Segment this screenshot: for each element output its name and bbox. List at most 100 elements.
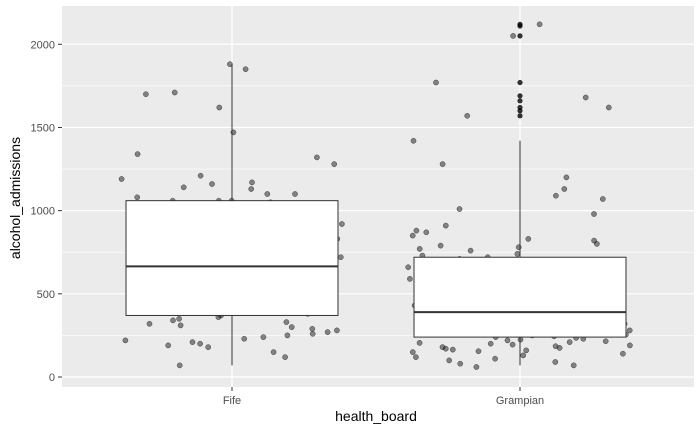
data-point bbox=[514, 251, 521, 257]
data-point bbox=[118, 176, 125, 182]
outlier-point bbox=[517, 21, 523, 27]
data-point bbox=[309, 330, 316, 337]
data-point bbox=[591, 211, 597, 217]
data-point bbox=[282, 354, 288, 360]
data-point bbox=[525, 236, 532, 242]
data-point bbox=[241, 335, 248, 342]
data-point bbox=[509, 341, 516, 348]
data-point bbox=[146, 320, 153, 327]
data-point bbox=[270, 349, 277, 355]
outlier-points bbox=[517, 21, 523, 119]
data-point bbox=[536, 21, 543, 28]
data-point bbox=[627, 342, 633, 349]
data-point bbox=[165, 342, 172, 349]
data-point bbox=[122, 337, 129, 344]
outlier-point bbox=[517, 113, 523, 119]
data-point bbox=[260, 334, 267, 340]
data-point bbox=[602, 338, 609, 345]
data-point bbox=[410, 137, 417, 144]
data-point bbox=[464, 112, 471, 119]
data-point bbox=[205, 344, 212, 350]
y-tick-label: 2000 bbox=[31, 39, 55, 51]
data-point bbox=[492, 355, 498, 362]
data-point bbox=[309, 325, 316, 332]
data-point bbox=[176, 362, 183, 369]
y-tick-label: 0 bbox=[49, 372, 55, 384]
data-point bbox=[423, 229, 430, 236]
data-point bbox=[134, 151, 141, 157]
outlier-point bbox=[517, 104, 523, 111]
data-point bbox=[449, 346, 456, 353]
data-point bbox=[442, 222, 449, 229]
data-point bbox=[457, 360, 464, 367]
data-point bbox=[171, 89, 178, 96]
data-point bbox=[467, 247, 474, 254]
y-axis: 0 500 1000 1500 2000 bbox=[31, 39, 62, 384]
data-point bbox=[563, 174, 570, 181]
data-point bbox=[561, 186, 568, 192]
data-point bbox=[177, 322, 184, 329]
data-point bbox=[594, 241, 600, 247]
data-point bbox=[553, 192, 559, 199]
data-point bbox=[409, 232, 416, 239]
data-point bbox=[197, 172, 204, 179]
data-point bbox=[456, 206, 463, 212]
data-point bbox=[556, 345, 563, 351]
outlier-point bbox=[517, 98, 523, 104]
data-point bbox=[324, 329, 331, 335]
data-point bbox=[176, 315, 182, 322]
data-point bbox=[242, 66, 249, 73]
data-point bbox=[475, 348, 482, 355]
data-point bbox=[413, 354, 419, 360]
data-point bbox=[487, 340, 494, 347]
data-point bbox=[331, 161, 338, 167]
x-tick-label: Grampian bbox=[496, 395, 544, 407]
x-axis: Fife Grampian bbox=[223, 387, 544, 407]
data-point bbox=[409, 349, 416, 355]
data-point bbox=[413, 227, 420, 234]
data-point bbox=[416, 246, 423, 252]
data-point bbox=[552, 359, 559, 365]
data-point bbox=[626, 327, 633, 334]
data-point bbox=[216, 104, 223, 111]
data-point bbox=[288, 324, 295, 330]
data-point bbox=[189, 339, 196, 345]
x-tick-label: Fife bbox=[223, 395, 241, 407]
data-point bbox=[416, 340, 423, 346]
data-point bbox=[283, 319, 290, 325]
data-point bbox=[523, 347, 530, 354]
data-point bbox=[248, 186, 255, 192]
x-axis-title: health_board bbox=[335, 408, 417, 424]
data-point bbox=[264, 191, 271, 197]
y-tick-label: 1500 bbox=[31, 122, 55, 134]
data-point bbox=[170, 317, 176, 324]
data-point bbox=[284, 332, 291, 339]
box-iqr bbox=[413, 256, 627, 338]
data-point bbox=[582, 94, 589, 101]
data-point bbox=[227, 61, 233, 68]
data-point bbox=[337, 254, 344, 261]
box-iqr bbox=[125, 200, 339, 316]
outlier-point bbox=[517, 33, 523, 39]
data-point bbox=[620, 350, 626, 357]
data-point bbox=[446, 357, 453, 364]
data-point bbox=[180, 184, 187, 191]
y-tick-label: 500 bbox=[37, 289, 55, 301]
boxes bbox=[125, 64, 627, 366]
data-point bbox=[566, 339, 573, 345]
data-point bbox=[197, 340, 203, 347]
outlier-point bbox=[517, 79, 523, 86]
data-point bbox=[433, 79, 439, 86]
data-point bbox=[292, 191, 298, 197]
data-point bbox=[339, 221, 345, 227]
data-point bbox=[570, 362, 577, 369]
data-point bbox=[437, 242, 444, 249]
data-point bbox=[209, 181, 215, 187]
data-point bbox=[473, 364, 480, 370]
data-point bbox=[520, 352, 527, 359]
data-point bbox=[605, 104, 612, 111]
data-point bbox=[314, 154, 320, 161]
data-point bbox=[515, 244, 522, 251]
data-point bbox=[143, 91, 149, 98]
